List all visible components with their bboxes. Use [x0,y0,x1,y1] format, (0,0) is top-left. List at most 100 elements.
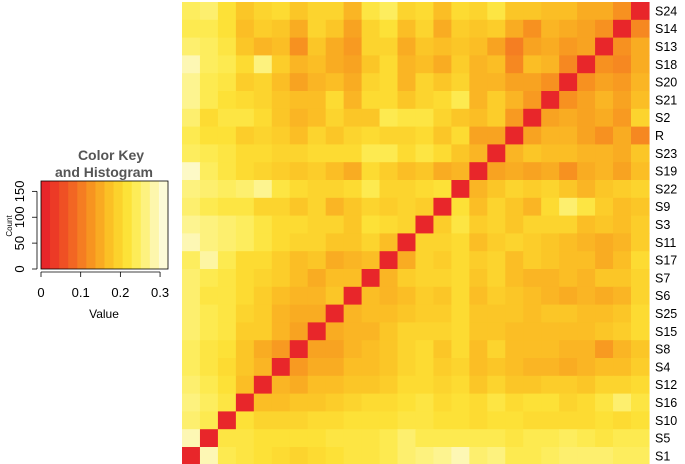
heatmap-cell [451,19,470,39]
heatmap-cell [559,447,578,464]
heatmap-cell [397,322,417,341]
heatmap-cell [199,251,219,270]
heatmap-cell [505,322,524,341]
heatmap-cell [523,340,542,359]
heatmap-cell [415,322,435,341]
heatmap-cell [541,393,560,412]
color-key-band [95,181,105,269]
heatmap-cell [397,269,417,288]
heatmap-cell [541,180,560,199]
heatmap-cell [271,447,291,464]
heatmap-cell [253,108,273,128]
heatmap-cell [361,340,381,359]
heatmap-cell [451,126,470,145]
heatmap-cell [325,180,345,199]
heatmap-cell [523,269,542,288]
heatmap-cell [325,19,345,39]
heatmap-cell [505,19,524,39]
heatmap-cell [271,233,291,252]
heatmap-cell [343,269,363,288]
heatmap-cell [325,126,345,145]
heatmap-cell [253,91,273,110]
heatmap-cell [559,73,578,92]
heatmap-cell [235,215,255,234]
heatmap-cell [433,411,452,430]
heatmap-cell [343,358,363,377]
heatmap-cell [343,37,363,56]
heatmap-cell [595,37,614,56]
heatmap-cell [182,411,201,430]
heatmap-cell [199,340,219,359]
heatmap-cell [487,393,506,412]
heatmap-cell [559,358,578,377]
heatmap-cell [325,286,345,306]
heatmap-cell [253,251,273,270]
heatmap-cell [182,269,201,288]
heatmap-cell [182,197,201,217]
heatmap-cell [595,251,614,270]
heatmap-cell [505,393,524,412]
heatmap-cell [253,340,273,359]
color-key-x-label: Value [89,307,119,321]
heatmap-cell [199,73,219,92]
heatmap-cell [577,233,596,252]
heatmap-cell [217,144,237,163]
heatmap-cell [379,2,399,21]
heatmap-cell [253,144,273,163]
heatmap-cell [433,286,452,306]
heatmap-cell [235,429,255,448]
heatmap-cell [577,286,596,306]
heatmap-cell [289,340,309,359]
row-label: S6 [655,289,670,303]
heatmap-cell [361,91,381,110]
heatmap-cell [487,19,506,39]
heatmap-cell [307,37,327,56]
heatmap-cell [217,126,237,145]
heatmap-cell [577,322,596,341]
heatmap-cell [577,269,596,288]
heatmap-cell [631,269,650,288]
heatmap-cell [487,269,506,288]
heatmap-cell [451,269,470,288]
heatmap-cell [487,55,506,74]
heatmap-cell [559,340,578,359]
heatmap-cell [217,37,237,56]
heatmap-cell [451,162,470,181]
heatmap-cell [271,19,291,39]
heatmap-cell [469,411,488,430]
heatmap-cell [343,91,363,110]
heatmap-cell [595,215,614,234]
heatmap-cell [379,411,399,430]
heatmap-cell [379,340,399,359]
heatmap-cell [343,340,363,359]
heatmap-cell [289,411,309,430]
heatmap-cell [631,2,650,21]
heatmap-cell [469,233,488,252]
heatmap-cell [253,233,273,252]
heatmap-cell [325,2,345,21]
heatmap-cell [271,37,291,56]
heatmap-cell [397,304,417,323]
heatmap-cell [613,162,632,181]
heatmap-cell [595,233,614,252]
row-label: S9 [655,200,670,214]
heatmap-cell [523,108,542,128]
heatmap-cell [451,2,470,21]
heatmap-cell [397,233,417,252]
heatmap-cell [595,375,614,395]
heatmap-cell [523,393,542,412]
heatmap-cell [379,108,399,128]
heatmap-cell [469,447,488,464]
heatmap-cell [325,108,345,128]
heatmap-cell [325,233,345,252]
color-key-x-tick-label: 0.2 [111,285,129,300]
heatmap-cell [559,215,578,234]
heatmap-cell [343,215,363,234]
heatmap-cell [433,197,452,217]
heatmap-cell [271,286,291,306]
heatmap-cell [289,197,309,217]
heatmap-cell [487,215,506,234]
heatmap-cell [631,108,650,128]
heatmap-cell [343,108,363,128]
heatmap-cell [271,55,291,74]
